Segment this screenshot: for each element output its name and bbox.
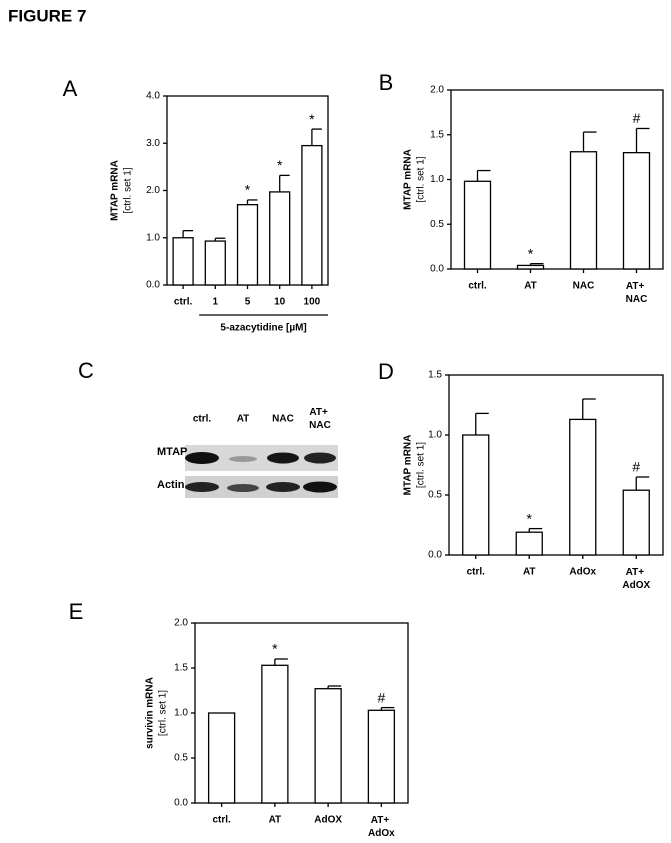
significance-mark: * xyxy=(277,157,283,173)
y-axis-label: [ctrl. set 1] xyxy=(158,690,169,736)
y-axis-label: MTAP mRNA xyxy=(403,149,414,210)
significance-mark: # xyxy=(377,689,385,705)
x-tick-label: AT xyxy=(524,281,537,292)
lane-label: NAC xyxy=(272,414,294,425)
x-tick-label: AT+ AdOx xyxy=(368,815,395,839)
y-tick-label: 0.0 xyxy=(146,280,160,291)
x-tick-label: 5 xyxy=(245,297,251,308)
bar xyxy=(314,688,342,804)
x-tick-label: AT xyxy=(523,567,536,578)
x-tick-label: 1 xyxy=(213,297,219,308)
bar xyxy=(515,531,543,556)
panel-letter: D xyxy=(378,359,394,384)
y-axis-label: survivin mRNA xyxy=(145,677,156,749)
band xyxy=(303,481,337,493)
y-tick-label: 2.0 xyxy=(174,618,188,629)
panel-letter: A xyxy=(63,76,78,101)
lane-label: ctrl. xyxy=(193,414,212,425)
bar xyxy=(204,240,226,286)
panel-letter: C xyxy=(78,358,94,383)
bar xyxy=(172,237,194,286)
row-label: MTAP xyxy=(157,446,187,458)
bar xyxy=(569,151,598,270)
bar xyxy=(269,191,291,286)
panel-letter: E xyxy=(69,599,84,624)
blot-strip xyxy=(185,476,338,498)
significance-mark: * xyxy=(245,182,251,198)
bar xyxy=(207,712,236,804)
bar xyxy=(516,264,545,270)
x-tick-label: 100 xyxy=(304,297,321,308)
y-tick-label: 3.0 xyxy=(146,138,160,149)
band xyxy=(185,482,219,492)
y-tick-label: 0.0 xyxy=(430,264,444,275)
x-tick-label: AdOX xyxy=(314,815,342,826)
significance-mark: * xyxy=(528,245,534,261)
y-tick-label: 0.5 xyxy=(430,219,444,230)
x-tick-label: 10 xyxy=(274,297,286,308)
significance-mark: # xyxy=(633,110,641,126)
y-axis-label: [ctrl. set 1] xyxy=(123,167,134,213)
y-tick-label: 1.5 xyxy=(428,370,442,381)
y-tick-label: 1.0 xyxy=(146,232,160,243)
row-label: Actin xyxy=(157,479,185,491)
bar xyxy=(261,664,289,804)
y-tick-label: 2.0 xyxy=(146,185,160,196)
y-tick-label: 1.0 xyxy=(428,430,442,441)
x-tick-label: ctrl. xyxy=(212,815,231,826)
y-tick-label: 1.0 xyxy=(430,174,444,185)
bar xyxy=(622,489,650,556)
significance-mark: * xyxy=(309,111,315,127)
band xyxy=(267,452,299,464)
y-tick-label: 0.5 xyxy=(174,753,188,764)
lane-label: AT xyxy=(237,414,250,425)
x-tick-label: AT+ AdOX xyxy=(622,567,650,591)
bar xyxy=(301,144,323,286)
y-axis-label: [ctrl. set 1] xyxy=(416,442,427,488)
group-label: 5-azacytidine [µM] xyxy=(220,323,306,334)
figure-title: FIGURE 7 xyxy=(8,6,86,25)
x-tick-label: AdOx xyxy=(569,567,596,578)
y-axis-label: MTAP mRNA xyxy=(403,435,414,496)
x-tick-label: ctrl. xyxy=(467,567,486,578)
x-tick-label: ctrl. xyxy=(174,297,193,308)
y-axis-label: MTAP mRNA xyxy=(110,160,121,221)
x-tick-label: ctrl. xyxy=(468,281,487,292)
band xyxy=(304,452,336,464)
bar xyxy=(462,434,490,556)
x-tick-label: AT xyxy=(269,815,282,826)
significance-mark: * xyxy=(527,510,533,526)
x-tick-label: AT+ NAC xyxy=(626,281,648,305)
band xyxy=(185,452,219,464)
band xyxy=(266,482,300,492)
x-tick-label: NAC xyxy=(573,281,595,292)
y-tick-label: 2.0 xyxy=(430,85,444,96)
frame xyxy=(448,374,664,556)
y-tick-label: 1.5 xyxy=(174,663,188,674)
y-tick-label: 1.5 xyxy=(430,129,444,140)
bar xyxy=(622,151,651,270)
y-tick-label: 0.0 xyxy=(174,798,188,809)
significance-mark: * xyxy=(272,641,278,657)
band xyxy=(229,456,257,462)
y-tick-label: 4.0 xyxy=(146,91,160,102)
bar xyxy=(367,709,396,804)
y-tick-label: 0.5 xyxy=(428,490,442,501)
y-tick-label: 0.0 xyxy=(428,550,442,561)
bar xyxy=(463,180,492,270)
y-axis-label: [ctrl. set 1] xyxy=(416,156,427,202)
panel-letter: B xyxy=(379,70,394,95)
lane-label: AT+ NAC xyxy=(309,407,331,431)
significance-mark: # xyxy=(632,459,640,475)
bar xyxy=(569,418,597,556)
band xyxy=(227,484,259,492)
bar xyxy=(236,204,259,286)
y-tick-label: 1.0 xyxy=(174,708,188,719)
